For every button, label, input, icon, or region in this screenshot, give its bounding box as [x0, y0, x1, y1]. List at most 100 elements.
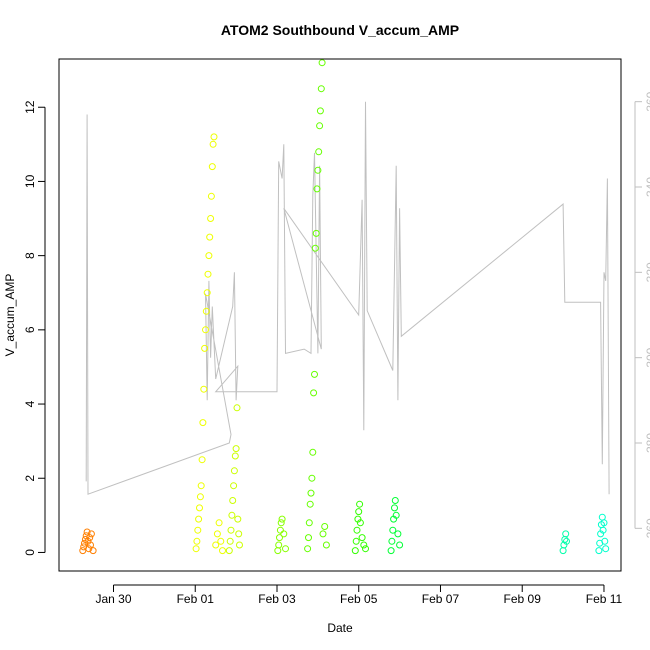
data-point	[318, 59, 326, 67]
data-point	[83, 528, 91, 536]
data-point	[233, 404, 241, 412]
y-tick-label: 6	[23, 326, 37, 333]
data-point	[209, 140, 217, 148]
data-point	[362, 545, 369, 553]
data-point	[391, 497, 399, 504]
point-series-3	[274, 515, 289, 555]
data-point	[236, 541, 243, 549]
data-point	[230, 482, 238, 490]
data-point	[275, 541, 283, 549]
x-axis-label: Date	[327, 621, 353, 635]
x-tick-label: Jan 30	[95, 592, 131, 606]
x-tick-label: Feb 11	[586, 592, 623, 606]
data-point	[316, 122, 324, 130]
data-point	[352, 537, 360, 545]
y-axis-label: V_accum_AMP	[3, 274, 17, 357]
point-series-0	[79, 528, 97, 555]
plot-area	[79, 59, 610, 555]
data-point	[207, 192, 215, 200]
data-point	[87, 541, 94, 549]
data-point	[559, 547, 567, 555]
data-point	[201, 344, 209, 352]
data-point	[235, 530, 243, 538]
data-point	[198, 456, 206, 464]
point-series-2	[225, 404, 243, 555]
data-point	[234, 515, 242, 523]
data-point	[228, 511, 236, 519]
y-tick-label: 0	[23, 549, 37, 556]
data-point	[321, 523, 329, 530]
data-point	[87, 530, 95, 538]
data-point	[210, 133, 218, 141]
y2-tick-label: 280	[644, 433, 650, 453]
y-tick-label: 4	[23, 400, 37, 407]
y2-tick-label: 340	[644, 177, 650, 197]
data-point	[305, 534, 312, 542]
data-point	[306, 500, 314, 508]
data-point	[396, 541, 404, 549]
data-point	[322, 541, 330, 549]
data-point	[194, 526, 202, 534]
data-point	[277, 519, 285, 527]
data-point	[225, 547, 233, 555]
point-series-8	[595, 513, 610, 555]
x-tick-label: Feb 01	[177, 592, 215, 606]
data-point	[282, 545, 289, 553]
data-point	[192, 545, 200, 553]
data-point	[276, 526, 284, 534]
x-tick-label: Feb 07	[422, 592, 460, 606]
data-point	[316, 107, 324, 115]
data-point	[232, 445, 240, 453]
data-point	[319, 530, 327, 538]
y2-tick-label: 320	[644, 262, 650, 282]
data-point	[280, 530, 288, 538]
data-point	[595, 547, 603, 555]
data-point	[304, 545, 312, 553]
line-series	[85, 101, 610, 495]
point-series-4	[304, 59, 330, 553]
data-point	[309, 448, 317, 456]
data-point	[217, 537, 225, 545]
data-point	[213, 530, 221, 538]
data-point	[208, 163, 216, 171]
point-series-5	[351, 500, 369, 555]
data-point	[230, 467, 238, 475]
data-point	[315, 148, 323, 156]
data-point	[563, 537, 570, 545]
data-point	[196, 504, 203, 512]
y-tick-label: 12	[23, 100, 37, 114]
data-point	[351, 547, 359, 555]
data-point	[601, 537, 609, 545]
data-point	[212, 541, 220, 549]
data-point	[205, 252, 213, 260]
y-tick-label: 8	[23, 252, 37, 259]
point-series-7	[559, 530, 570, 555]
y-tick-label: 10	[23, 174, 37, 188]
data-point	[195, 515, 203, 523]
data-point	[311, 244, 319, 252]
data-point	[599, 526, 607, 534]
plot-frame	[58, 58, 622, 572]
data-point	[394, 530, 402, 538]
point-series-1	[192, 133, 226, 555]
y2-tick-label: 260	[644, 518, 650, 538]
data-point	[598, 513, 606, 521]
data-point	[305, 519, 313, 527]
data-point	[200, 385, 208, 393]
data-point	[229, 497, 237, 504]
data-point	[561, 536, 569, 543]
data-point	[226, 537, 234, 545]
data-point	[317, 85, 325, 93]
data-point	[355, 508, 363, 516]
data-point	[314, 166, 322, 174]
data-point	[602, 545, 610, 553]
data-point	[203, 289, 211, 297]
data-point	[204, 270, 212, 278]
data-point	[207, 215, 215, 222]
y-tick-label: 2	[23, 475, 37, 482]
data-point	[562, 530, 570, 538]
data-point	[85, 545, 93, 553]
data-point	[353, 526, 361, 534]
data-point	[360, 541, 368, 549]
data-point	[79, 547, 87, 555]
